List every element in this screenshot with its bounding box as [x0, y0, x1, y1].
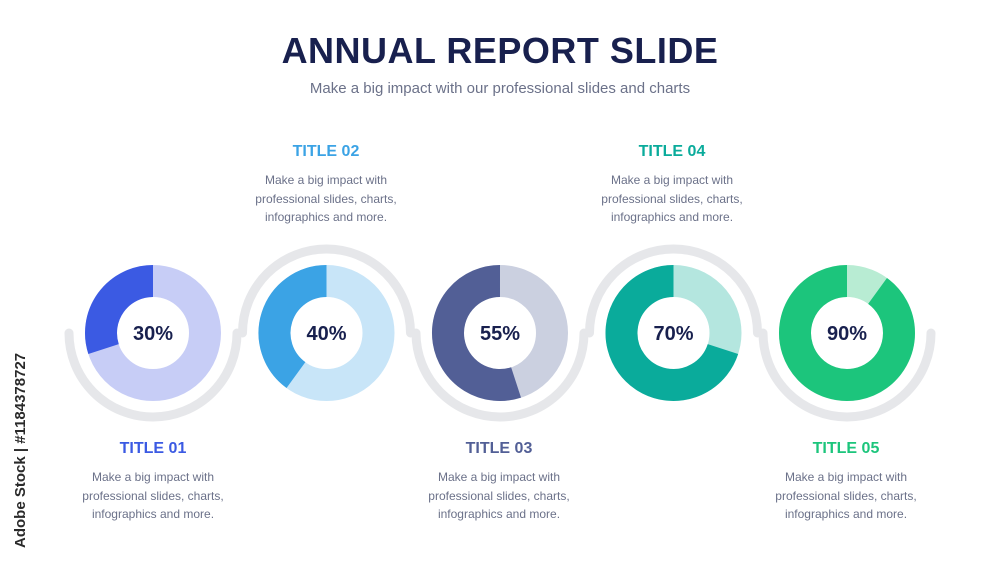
donut-label-2: 40% [306, 323, 346, 345]
donut-value-arc-1 [85, 265, 154, 355]
donut-value-arc-3 [432, 265, 521, 401]
donut-label-4: 70% [653, 323, 693, 345]
track-arc-3 [411, 328, 589, 422]
track-arc-5 [758, 328, 936, 422]
item-title-05: TITLE 05 [812, 440, 880, 457]
stock-watermark: Adobe Stock | #1184378727 [12, 352, 29, 548]
item-title-03: TITLE 03 [465, 440, 533, 457]
slide-subtitle: Make a big impact with our professional … [309, 80, 691, 97]
donut-label-3: 55% [480, 323, 520, 345]
item-description-04: Make a big impact with professional slid… [601, 173, 743, 224]
donut-value-arc-4 [605, 265, 739, 401]
item-title-02: TITLE 02 [292, 143, 360, 160]
donut-label-5: 90% [827, 323, 867, 345]
item-title-04: TITLE 04 [638, 143, 706, 160]
donut-label-1: 30% [133, 323, 173, 345]
item-description-02: Make a big impact with professional slid… [255, 173, 397, 224]
item-title-01: TITLE 01 [119, 440, 187, 457]
track-arc-1 [64, 328, 242, 422]
track-arc-2 [238, 244, 415, 338]
donut-value-arc-2 [258, 265, 328, 389]
donut-value-arc-5 [779, 265, 915, 401]
slide-title: ANNUAL REPORT SLIDE [281, 30, 719, 71]
item-description-01: Make a big impact with professional slid… [82, 470, 224, 521]
item-description-05: Make a big impact with professional slid… [775, 470, 917, 521]
track-arc-4 [585, 244, 762, 338]
item-description-03: Make a big impact with professional slid… [428, 470, 570, 521]
